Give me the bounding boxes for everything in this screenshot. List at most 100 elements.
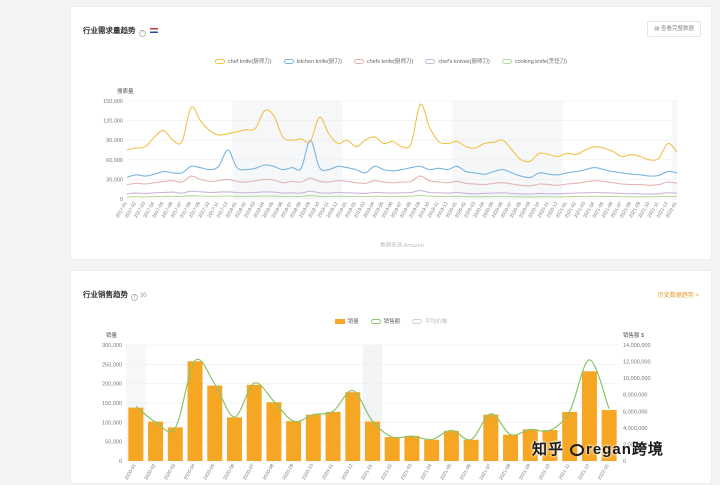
legend-swatch bbox=[412, 319, 423, 324]
legend-label: 销量 bbox=[347, 319, 359, 325]
legend-item[interactable]: 平均价格 bbox=[412, 317, 447, 325]
x-tick-label: 2021-01 bbox=[360, 463, 374, 482]
legend-item[interactable]: 销售额 bbox=[370, 317, 401, 325]
x-tick-label: 2020-02 bbox=[143, 463, 157, 482]
x-tick-label: 2021-05 bbox=[439, 463, 453, 482]
y-tick-label: 90,000 bbox=[106, 138, 123, 144]
legend-label: chef knife(厨师刀) bbox=[227, 59, 272, 65]
legend-item[interactable]: kitchen knife(厨刀) bbox=[283, 57, 342, 65]
y-tick-label: 300,000 bbox=[102, 343, 122, 349]
search-trend-panel: 行业需求量趋势? ▤ 查看完整数据 chef knife(厨师刀) kitchen… bbox=[70, 6, 712, 260]
bar bbox=[542, 430, 558, 461]
y-tick-label: 60,000 bbox=[106, 158, 123, 164]
y-tick-label: 30,000 bbox=[106, 177, 123, 183]
history-trend-link[interactable]: 历史数据趋势 > bbox=[657, 293, 699, 299]
legend-swatch bbox=[283, 59, 294, 64]
wechat-icon bbox=[570, 444, 585, 456]
bar bbox=[365, 421, 380, 461]
series-line bbox=[126, 194, 678, 198]
series-line bbox=[126, 189, 678, 195]
legend-label: kitchen knife(厨刀) bbox=[296, 59, 342, 65]
document-icon: ▤ bbox=[654, 26, 660, 32]
y-axis-label: 销量 bbox=[106, 331, 118, 339]
sales-trend-chart: 0 50,000 100,000 150,000 200,000 250,000 300,0… bbox=[102, 331, 651, 482]
y2-tick-label: 14,000,000 bbox=[623, 343, 651, 349]
y-tick-label: 0 bbox=[120, 197, 123, 203]
legend-label: 平均价格 bbox=[425, 319, 448, 325]
bar bbox=[286, 421, 302, 461]
view-full-data-button[interactable]: ▤ 查看完整数据 bbox=[647, 21, 701, 37]
y2-tick-label: 4,000,000 bbox=[623, 426, 647, 432]
legend-label: 销售额 bbox=[383, 319, 401, 325]
series-line bbox=[126, 103, 678, 163]
bar bbox=[404, 435, 420, 461]
y2-tick-label: 2,000,000 bbox=[623, 442, 647, 448]
bar bbox=[483, 414, 499, 461]
bar bbox=[345, 392, 361, 461]
bar bbox=[207, 385, 223, 461]
x-tick-label: 2020-05 bbox=[202, 463, 216, 482]
bar bbox=[266, 402, 282, 461]
x-tick-label: 2020-06 bbox=[222, 463, 236, 482]
legend-swatch bbox=[425, 59, 436, 64]
y-tick-label: 250,000 bbox=[102, 362, 122, 368]
help-icon[interactable]: ? bbox=[131, 294, 138, 301]
y-tick-label: 150,000 bbox=[103, 99, 123, 105]
x-tick-label: 2020-08 bbox=[262, 463, 276, 482]
x-tick-label: 2021-11 bbox=[558, 463, 572, 481]
x-tick-label: 2021-09 bbox=[518, 463, 532, 482]
legend-item[interactable]: cooking knife(烹饪刀) bbox=[501, 57, 567, 65]
y2-tick-label: 12,000,000 bbox=[623, 360, 651, 366]
bar bbox=[246, 384, 262, 461]
legend-item[interactable]: chefs knife(厨师刀) bbox=[353, 57, 413, 65]
data-source-label: 数据来源:Amazon bbox=[380, 241, 424, 247]
y2-axis-label: 销售额 $ bbox=[623, 331, 644, 339]
y-axis-label: 搜索量 bbox=[117, 87, 134, 95]
help-icon[interactable]: ? bbox=[138, 30, 146, 37]
x-tick-label: 2020-07 bbox=[242, 463, 256, 482]
sales-line bbox=[135, 358, 610, 441]
bar bbox=[601, 409, 617, 461]
bar bbox=[128, 407, 144, 461]
y-tick-label: 150,000 bbox=[102, 401, 122, 407]
bar bbox=[226, 417, 242, 461]
bar bbox=[503, 434, 519, 461]
legend-item[interactable]: chef knife(厨师刀) bbox=[214, 57, 272, 65]
sales-trend-title: 行业销售趋势? 30 bbox=[83, 290, 147, 301]
x-tick-label: 2020-10 bbox=[301, 463, 315, 482]
x-tick-label: 2020-09 bbox=[281, 463, 295, 482]
x-tick-label: 2020-11 bbox=[321, 463, 335, 481]
year-band bbox=[672, 101, 677, 199]
us-flag-icon bbox=[149, 28, 158, 33]
y2-tick-label: 10,000,000 bbox=[623, 376, 651, 382]
bar bbox=[187, 361, 203, 461]
search-trend-title: 行业需求量趋势? bbox=[83, 25, 158, 37]
legend-label: chef's knives(厨师刀) bbox=[438, 59, 490, 65]
x-tick-label: 2020-03 bbox=[163, 463, 177, 482]
x-tick-label: 2021-12 bbox=[577, 463, 591, 482]
bar bbox=[305, 414, 321, 461]
legend-item[interactable]: 销量 bbox=[334, 317, 359, 325]
x-tick-label: 2020-04 bbox=[183, 463, 197, 482]
x-tick-label: 2021-06 bbox=[459, 463, 473, 482]
bar bbox=[384, 437, 400, 461]
legend-swatch bbox=[353, 59, 364, 64]
search-trend-chart: 030,00060,00090,000120,000150,000搜索量2017… bbox=[103, 87, 679, 247]
series-line bbox=[126, 175, 678, 187]
y2-tick-label: 6,000,000 bbox=[623, 409, 647, 415]
legend-item[interactable]: chef's knives(厨师刀) bbox=[425, 57, 490, 65]
zhihu-watermark: 知乎 regan跨境 bbox=[532, 441, 664, 458]
sales-trend-legend: 销量 销售额 平均价格 bbox=[71, 317, 711, 325]
bar bbox=[325, 411, 341, 461]
legend-swatch bbox=[370, 319, 381, 324]
x-tick-label: 2021-10 bbox=[538, 463, 552, 482]
bar bbox=[167, 427, 183, 461]
y2-tick-label: 0 bbox=[623, 459, 626, 465]
bar bbox=[148, 421, 164, 461]
y-tick-label: 0 bbox=[119, 459, 122, 465]
y-tick-label: 50,000 bbox=[105, 440, 122, 446]
x-tick-label: 2020-12 bbox=[341, 463, 355, 482]
series-line bbox=[126, 139, 678, 179]
legend-swatch bbox=[214, 59, 225, 64]
x-tick-label: 2020-01 bbox=[124, 463, 138, 482]
